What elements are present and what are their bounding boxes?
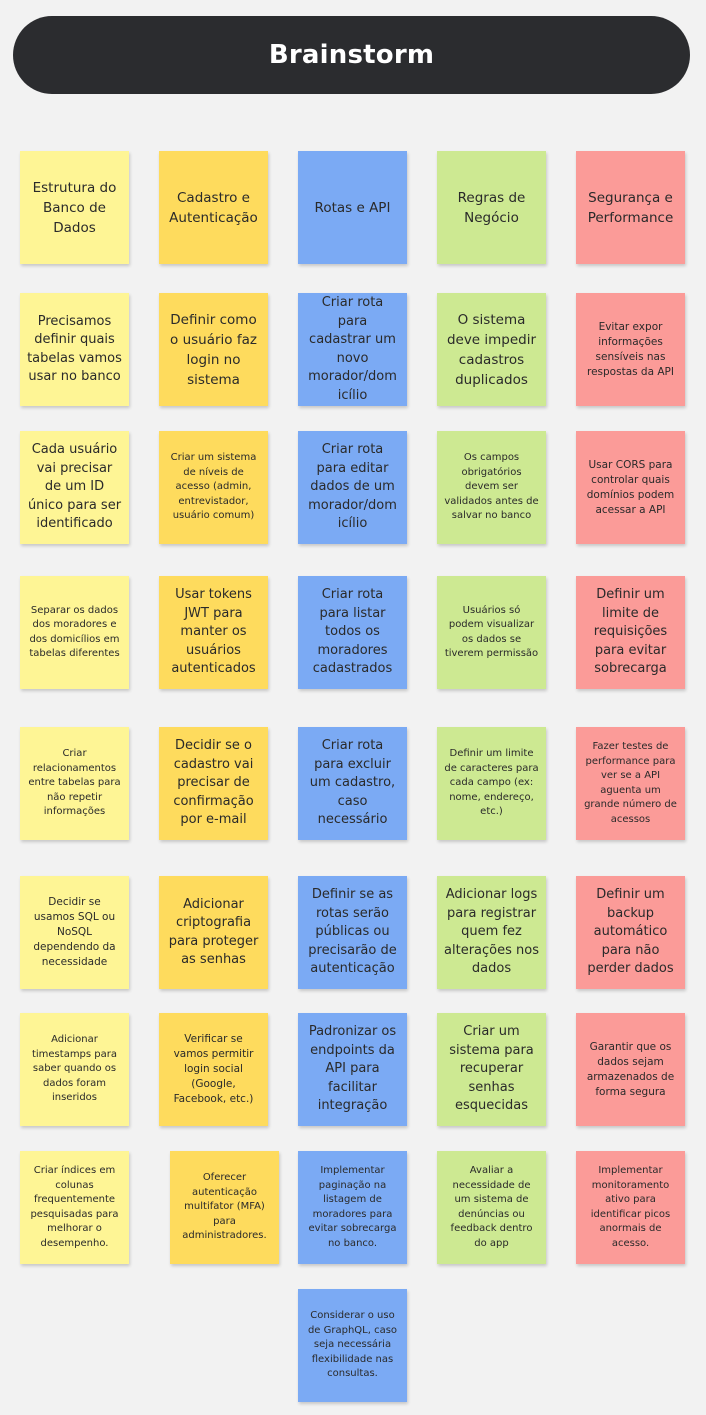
sticky-note[interactable]: Criar rota para cadastrar um novo morado…	[298, 293, 407, 406]
sticky-note[interactable]: Cada usuário vai precisar de um ID único…	[20, 431, 129, 544]
sticky-note[interactable]: Decidir se usamos SQL ou NoSQL dependend…	[20, 876, 129, 989]
sticky-note[interactable]: Implementar monitoramento ativo para ide…	[576, 1151, 685, 1264]
sticky-note[interactable]: Criar um sistema de níveis de acesso (ad…	[159, 431, 268, 544]
sticky-note[interactable]: Fazer testes de performance para ver se …	[576, 727, 685, 840]
sticky-note[interactable]: Adicionar timestamps para saber quando o…	[20, 1013, 129, 1126]
board-title: Brainstorm	[268, 40, 435, 70]
sticky-note[interactable]: Criar um sistema para recuperar senhas e…	[437, 1013, 546, 1126]
sticky-note[interactable]: Padronizar os endpoints da API para faci…	[298, 1013, 407, 1126]
sticky-note[interactable]: Considerar o uso de GraphQL, caso seja n…	[298, 1289, 407, 1402]
sticky-note[interactable]: Criar índices em colunas frequentemente …	[20, 1151, 129, 1264]
sticky-note[interactable]: Usar tokens JWT para manter os usuários …	[159, 576, 268, 689]
sticky-note[interactable]: Precisamos definir quais tabelas vamos u…	[20, 293, 129, 406]
sticky-note[interactable]: Verificar se vamos permitir login social…	[159, 1013, 268, 1126]
sticky-note[interactable]: Adicionar logs para registrar quem fez a…	[437, 876, 546, 989]
sticky-note[interactable]: Criar rota para editar dados de um morad…	[298, 431, 407, 544]
sticky-note[interactable]: O sistema deve impedir cadastros duplica…	[437, 293, 546, 406]
sticky-note[interactable]: Os campos obrigatórios devem ser validad…	[437, 431, 546, 544]
sticky-note[interactable]: Evitar expor informações sensíveis nas r…	[576, 293, 685, 406]
sticky-note[interactable]: Decidir se o cadastro vai precisar de co…	[159, 727, 268, 840]
sticky-note[interactable]: Criar rota para excluir um cadastro, cas…	[298, 727, 407, 840]
sticky-note[interactable]: Separar os dados dos moradores e dos dom…	[20, 576, 129, 689]
sticky-note[interactable]: Implementar paginação na listagem de mor…	[298, 1151, 407, 1264]
sticky-note[interactable]: Usuários só podem visualizar os dados se…	[437, 576, 546, 689]
sticky-note[interactable]: Adicionar criptografia para proteger as …	[159, 876, 268, 989]
sticky-note[interactable]: Criar relacionamentos entre tabelas para…	[20, 727, 129, 840]
sticky-note[interactable]: Definir como o usuário faz login no sist…	[159, 293, 268, 406]
sticky-note[interactable]: Usar CORS para controlar quais domínios …	[576, 431, 685, 544]
sticky-note[interactable]: Definir um limite de caracteres para cad…	[437, 727, 546, 840]
sticky-note[interactable]: Garantir que os dados sejam armazenados …	[576, 1013, 685, 1126]
sticky-note[interactable]: Definir um limite de requisições para ev…	[576, 576, 685, 689]
column-header-seguranca-performance[interactable]: Segurança e Performance	[576, 151, 685, 264]
column-header-cadastro-autenticacao[interactable]: Cadastro e Autenticação	[159, 151, 268, 264]
sticky-note[interactable]: Definir um backup automático para não pe…	[576, 876, 685, 989]
sticky-note[interactable]: Definir se as rotas serão públicas ou pr…	[298, 876, 407, 989]
sticky-note[interactable]: Oferecer autenticação multifator (MFA) p…	[170, 1151, 279, 1264]
column-header-banco-de-dados[interactable]: Estrutura do Banco de Dados	[20, 151, 129, 264]
column-header-regras-negocio[interactable]: Regras de Negócio	[437, 151, 546, 264]
column-header-rotas-api[interactable]: Rotas e API	[298, 151, 407, 264]
sticky-note[interactable]: Avaliar a necessidade de um sistema de d…	[437, 1151, 546, 1264]
board-title-bar: Brainstorm	[13, 16, 690, 94]
sticky-note[interactable]: Criar rota para listar todos os moradore…	[298, 576, 407, 689]
